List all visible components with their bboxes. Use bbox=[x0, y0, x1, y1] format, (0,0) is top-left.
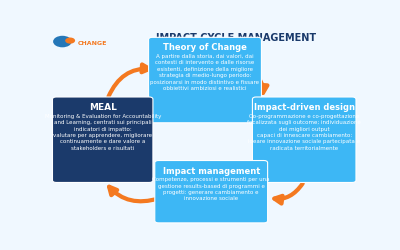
Text: IMPACT CYCLE MANAGEMENT: IMPACT CYCLE MANAGEMENT bbox=[156, 33, 316, 43]
FancyBboxPatch shape bbox=[155, 160, 268, 223]
Text: Competenze, processi e strumenti per una
gestione results-based di programmi e
p: Competenze, processi e strumenti per una… bbox=[152, 177, 270, 202]
Text: A partire dalla storia, dai valori, dai
contesti di intervento e dalle risorse
e: A partire dalla storia, dai valori, dai … bbox=[150, 54, 260, 91]
Text: Impact management: Impact management bbox=[162, 167, 260, 176]
FancyBboxPatch shape bbox=[148, 37, 262, 123]
FancyBboxPatch shape bbox=[52, 97, 153, 182]
Text: MEAL: MEAL bbox=[89, 103, 117, 112]
FancyBboxPatch shape bbox=[252, 97, 356, 182]
Text: Co-programmazione e co-progettazione
focalizzata sugli outcome; individuazione
d: Co-programmazione e co-progettazione foc… bbox=[247, 114, 361, 151]
Text: CHANGE: CHANGE bbox=[78, 41, 107, 46]
Text: Impact-driven design: Impact-driven design bbox=[254, 103, 355, 112]
Circle shape bbox=[53, 36, 72, 47]
Text: Monitoring & Evaluation for Accountability
and Learning, centrati sui principali: Monitoring & Evaluation for Accountabili… bbox=[44, 114, 161, 151]
Circle shape bbox=[65, 38, 75, 44]
Text: Theory of Change: Theory of Change bbox=[163, 44, 247, 52]
